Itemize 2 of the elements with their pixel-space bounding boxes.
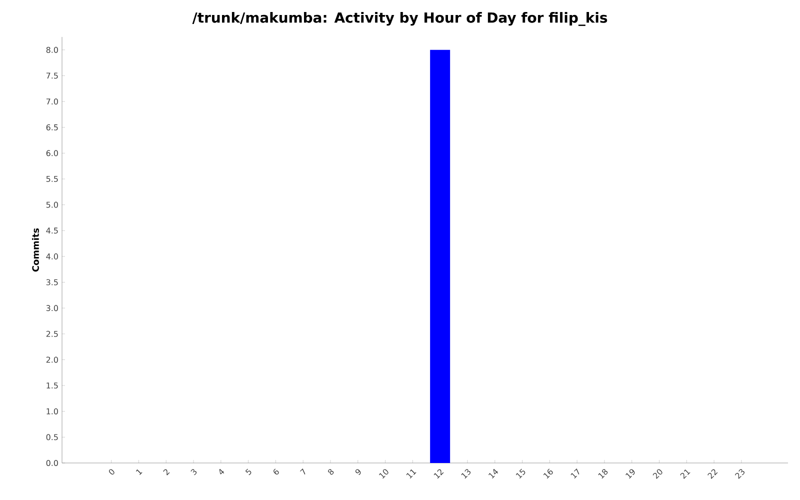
y-axis-title: Commits — [32, 228, 39, 272]
chart-title: /trunk/makumba: Activity by Hour of Day for filip_kis — [192, 12, 608, 26]
